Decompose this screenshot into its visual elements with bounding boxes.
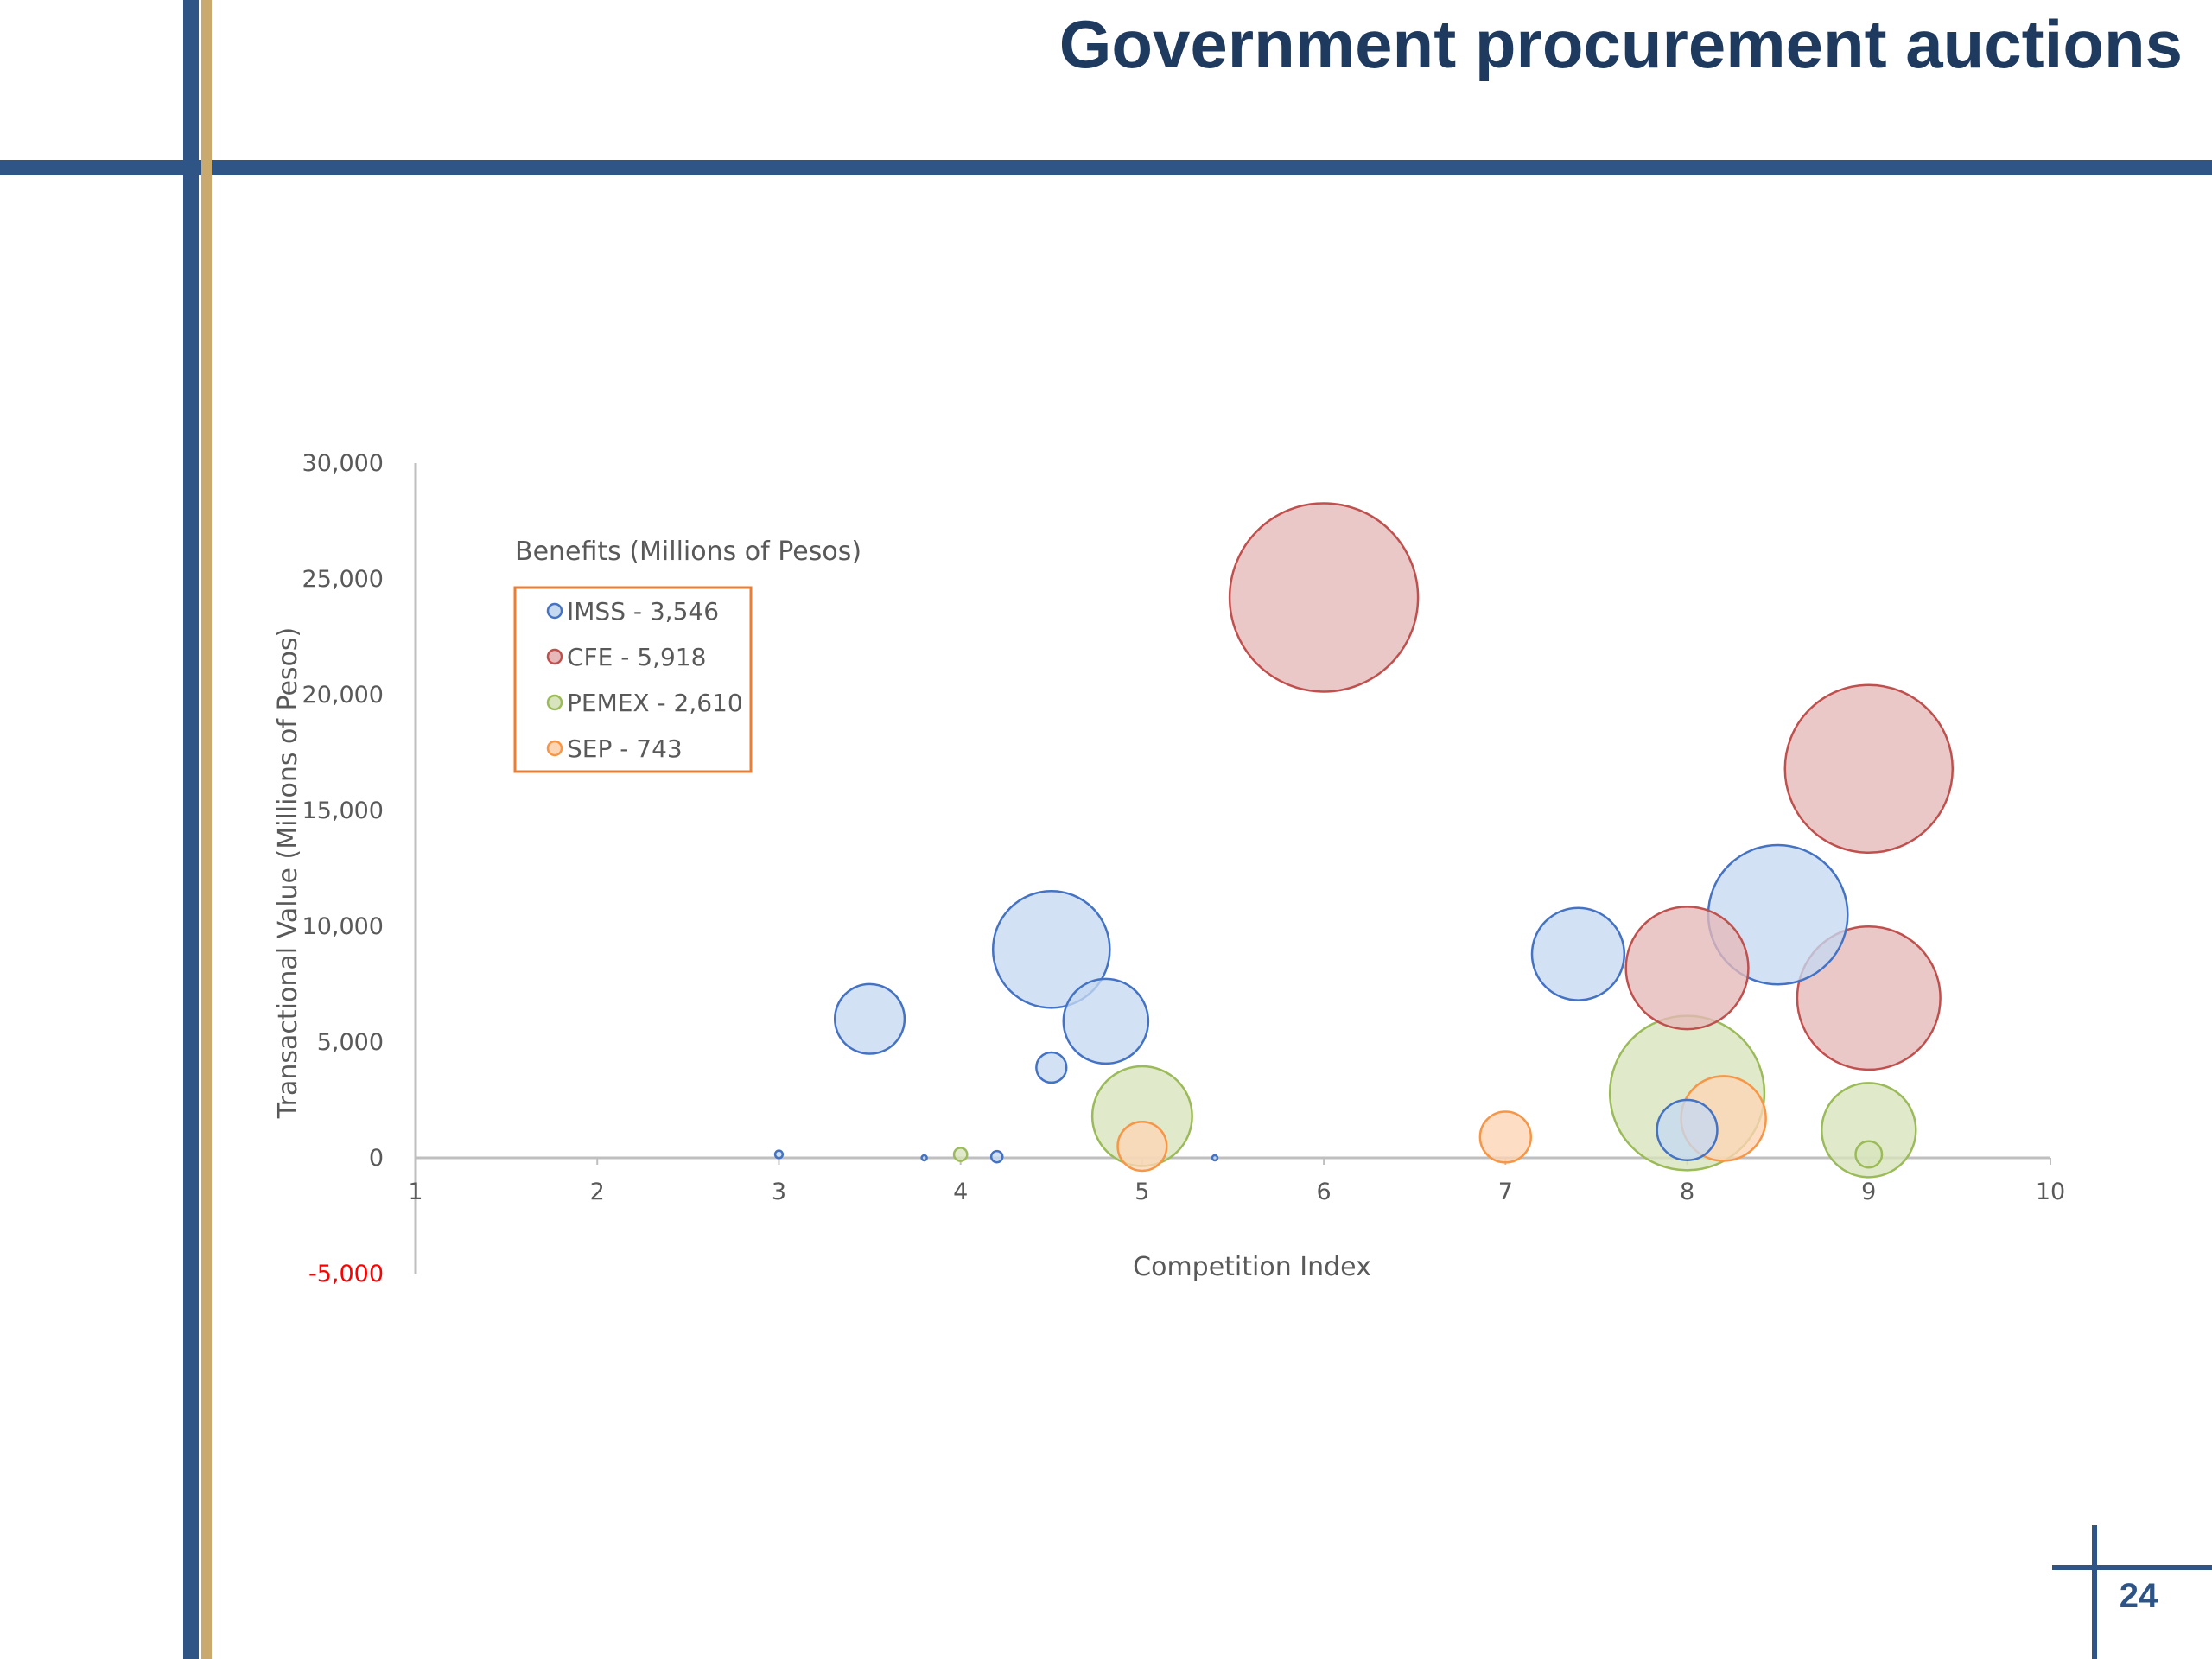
frame-horizontal-bar — [0, 160, 2212, 175]
y-tick-label: 0 — [369, 1145, 384, 1172]
bubble-sep — [1478, 1110, 1533, 1164]
legend-marker-pemex — [546, 694, 563, 711]
bubble-imss — [991, 889, 1111, 1009]
legend-marker-sep — [546, 740, 563, 757]
y-tick-label: 20,000 — [302, 682, 384, 709]
bubble-cfe — [1796, 925, 1942, 1071]
legend-entry: IMSS - 3,546 — [567, 597, 719, 626]
bubble-imss — [1530, 906, 1626, 1001]
y-tick-label: 30,000 — [302, 450, 384, 477]
legend-entry: SEP - 743 — [567, 734, 683, 763]
x-tick-label: 5 — [1135, 1179, 1149, 1205]
legend-entry: CFE - 5,918 — [567, 643, 706, 671]
x-tick-label: 8 — [1680, 1179, 1694, 1205]
bubble-pemex — [1854, 1140, 1884, 1169]
bubble-imss — [1656, 1098, 1719, 1161]
chart-axes: 30,000 25,000 20,000 15,000 10,000 5,000 0 -5,0… — [273, 450, 2065, 1287]
legend-entry: PEMEX - 2,610 — [567, 689, 743, 717]
x-tick-label: 1 — [408, 1179, 423, 1205]
bubble-cfe — [1783, 683, 1955, 855]
y-tick-label: 10,000 — [302, 913, 384, 940]
x-tick-label: 9 — [1861, 1179, 1876, 1205]
legend-title: Benefits (Millions of Pesos) — [515, 537, 861, 567]
x-tick-label: 6 — [1317, 1179, 1332, 1205]
bubble-imss — [989, 1149, 1004, 1164]
x-tick-label: 10 — [2036, 1179, 2065, 1205]
bubble-pemex — [1821, 1082, 1917, 1179]
page-number: 24 — [2119, 1577, 2158, 1615]
bubble-cfe — [1624, 906, 1750, 1031]
bubble-imss — [773, 1149, 785, 1160]
x-tick-label: 3 — [772, 1179, 786, 1205]
bubble-pemex — [952, 1147, 969, 1162]
chart-bubbles — [773, 502, 1955, 1179]
bubble-sep — [1116, 1121, 1168, 1173]
page-corner-vertical — [2092, 1525, 2097, 1659]
page-title: Government procurement auctions — [1058, 6, 2183, 82]
bubble-imss — [1211, 1154, 1219, 1162]
y-axis-title: Transactional Value (Millions of Pesos) — [273, 627, 303, 1120]
y-tick-label: -5,000 — [308, 1261, 384, 1287]
bubble-imss — [1035, 1051, 1068, 1084]
y-tick-label: 15,000 — [302, 798, 384, 824]
legend-marker-imss — [546, 602, 563, 620]
x-axis-title: Competition Index — [1133, 1252, 1371, 1282]
frame-gold-line — [201, 0, 212, 1659]
y-tick-label: 5,000 — [317, 1029, 384, 1056]
legend-marker-cfe — [546, 648, 563, 665]
page-corner-horizontal — [2052, 1565, 2212, 1570]
bubble-imss — [833, 982, 906, 1055]
x-tick-label: 7 — [1498, 1179, 1513, 1205]
bubble-imss — [1062, 977, 1150, 1065]
bubble-cfe — [1228, 502, 1420, 693]
frame-vertical-bar — [183, 0, 199, 1659]
y-tick-label: 25,000 — [302, 566, 384, 593]
x-tick-label: 4 — [953, 1179, 968, 1205]
bubble-imss — [920, 1154, 928, 1162]
x-tick-label: 2 — [590, 1179, 605, 1205]
chart-legend: Benefits (Millions of Pesos) IMSS - 3,546… — [513, 537, 861, 773]
